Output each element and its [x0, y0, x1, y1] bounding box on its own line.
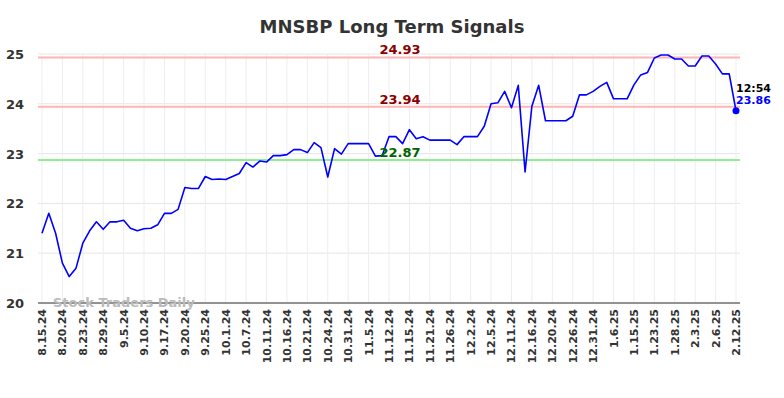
x-tick-label: 10.16.24: [281, 309, 294, 364]
grid-line: [123, 54, 124, 303]
x-tick-label: 9.5.24: [118, 309, 131, 348]
x-tick-label: 12.20.24: [546, 309, 559, 364]
x-tick-label: 1.23.25: [648, 309, 661, 356]
watermark: Stock Traders Daily: [53, 295, 195, 310]
x-tick-label: 10.7.24: [240, 309, 253, 356]
x-tick-label: 11.5.24: [363, 309, 376, 356]
grid-line: [450, 54, 451, 303]
x-tick-label: 8.29.24: [97, 309, 110, 356]
grid-line: [286, 54, 287, 303]
grid-line: [348, 54, 349, 303]
x-tick-label: 1.28.25: [669, 309, 682, 356]
grid-line: [307, 54, 308, 303]
grid-line: [429, 54, 430, 303]
y-tick-label: 23: [6, 147, 24, 162]
grid-line: [266, 54, 267, 303]
x-tick-label: 11.12.24: [383, 309, 396, 364]
grid-line: [695, 54, 696, 303]
grid-line: [552, 54, 553, 303]
last-value: 23.86: [736, 94, 771, 107]
x-tick-label: 2.12.25: [730, 309, 743, 356]
x-tick-label: 9.25.24: [199, 309, 212, 356]
plot-area: [38, 55, 740, 277]
x-tick-label: 12.5.24: [485, 309, 498, 356]
y-tick-label: 20: [6, 296, 24, 311]
x-tick-label: 8.23.24: [77, 309, 90, 356]
x-tick-label: 12.2.24: [465, 309, 478, 356]
grid-line: [633, 54, 634, 303]
x-tick-label: 10.24.24: [322, 309, 335, 364]
x-tick-label: 11.15.24: [403, 309, 416, 364]
chart: MNSBP Long Term Signals 20 21 22 23 24 25 8.15.…: [0, 0, 784, 398]
x-tick-label: 12.26.24: [567, 309, 580, 364]
x-tick-label: 9.10.24: [138, 309, 151, 356]
grid-line: [572, 54, 573, 303]
grid-line: [327, 54, 328, 303]
grid-line: [144, 54, 145, 303]
x-tick-label: 10.31.24: [342, 309, 355, 364]
x-tick-label: 9.17.24: [158, 309, 171, 356]
x-tick-label: 12.31.24: [587, 309, 600, 364]
grid-line: [62, 54, 63, 303]
x-tick-label: 10.11.24: [261, 309, 274, 364]
y-tick-label: 25: [6, 47, 24, 62]
series-line: [42, 55, 736, 277]
grid-line: [531, 54, 532, 303]
x-tick-label: 12.16.24: [526, 309, 539, 364]
grid-line: [654, 54, 655, 303]
grid-line: [164, 54, 165, 303]
grid-line: [470, 54, 471, 303]
x-tick-label: 2.6.25: [710, 309, 723, 348]
reference-label: 22.87: [379, 145, 420, 160]
grid-line: [246, 54, 247, 303]
x-tick-label: 12.11.24: [505, 309, 518, 364]
x-tick-label: 10.21.24: [301, 309, 314, 364]
grid-line: [103, 54, 104, 303]
x-tick-label: 8.15.24: [36, 309, 49, 356]
grid-line: [368, 54, 369, 303]
grid-line: [491, 54, 492, 303]
reference-label: 24.93: [379, 42, 420, 57]
grid-line: [82, 54, 83, 303]
x-tick-label: 9.20.24: [179, 309, 192, 356]
x-tick-label: 1.6.25: [608, 309, 621, 348]
x-tick-label: 11.26.24: [444, 309, 457, 364]
last-point: [733, 107, 740, 114]
x-tick-label: 2.3.25: [689, 309, 702, 348]
reference-label: 23.94: [379, 92, 420, 107]
x-tick-label: 8.20.24: [56, 309, 69, 356]
grid-line: [184, 54, 185, 303]
grid-line: [613, 54, 614, 303]
x-tick-label: 1.15.25: [628, 309, 641, 356]
y-tick-label: 22: [6, 196, 24, 211]
y-tick-label: 21: [6, 246, 24, 261]
y-tick-label: 24: [6, 97, 24, 112]
grid-line: [511, 54, 512, 303]
grid-line: [42, 54, 43, 303]
grid-line: [715, 54, 716, 303]
grid-line: [674, 54, 675, 303]
title: MNSBP Long Term Signals: [260, 16, 525, 37]
x-tick-label: 11.21.24: [424, 309, 437, 364]
x-tick-label: 10.1.24: [220, 309, 233, 356]
